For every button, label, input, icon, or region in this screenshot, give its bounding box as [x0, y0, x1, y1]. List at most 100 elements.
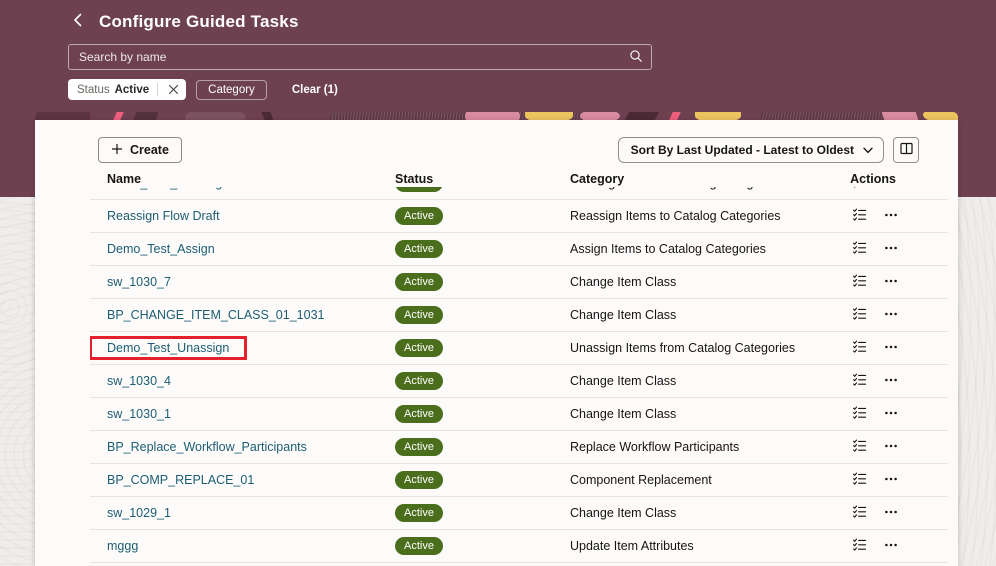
highlight-box: sw_1029_1: [90, 501, 189, 525]
checklist-button[interactable]: [852, 339, 867, 357]
search-input[interactable]: [69, 45, 621, 69]
category-cell: Change Item Class: [570, 374, 677, 388]
checklist-button[interactable]: [852, 207, 867, 225]
ellipsis-button[interactable]: [884, 472, 898, 489]
checklist-icon: [852, 306, 867, 324]
checklist-button[interactable]: [852, 504, 867, 522]
table-row: Demo_Test_Reassign Active Reassign Items…: [90, 187, 948, 200]
task-name-link[interactable]: mggg: [107, 539, 139, 553]
ellipsis-button[interactable]: [884, 187, 898, 192]
highlight-box: BP_COMP_REPLACE_01: [90, 468, 272, 492]
search-button[interactable]: [621, 45, 651, 69]
highlight-box: sw_1030_4: [90, 369, 189, 393]
category-chip-label: Category: [208, 83, 255, 96]
task-name-link[interactable]: sw_1030_7: [107, 275, 171, 289]
checklist-icon: [852, 240, 867, 258]
ellipsis-icon: [884, 274, 898, 291]
category-cell: Update Item Attributes: [570, 539, 694, 553]
checklist-button[interactable]: [852, 372, 867, 390]
task-name-link[interactable]: sw_1030_1: [107, 407, 171, 421]
chevron-down-icon: [863, 143, 873, 157]
task-name-link[interactable]: Reassign Flow Draft: [107, 209, 220, 223]
table-row: sw_1030_1 Active Change Item Class: [90, 398, 948, 431]
checklist-icon: [852, 537, 867, 555]
category-filter-chip[interactable]: Category: [196, 79, 267, 100]
ellipsis-button[interactable]: [884, 340, 898, 357]
chevron-left-icon: [72, 13, 83, 30]
sort-dropdown[interactable]: Sort By Last Updated - Latest to Oldest: [617, 137, 884, 163]
status-badge: Active: [395, 187, 443, 192]
table-row: sw_1030_4 Active Change Item Class: [90, 365, 948, 398]
category-cell: Unassign Items from Catalog Categories: [570, 341, 796, 355]
ellipsis-button[interactable]: [884, 505, 898, 522]
ellipsis-icon: [884, 538, 898, 555]
checklist-button[interactable]: [852, 187, 867, 192]
ellipsis-button[interactable]: [884, 538, 898, 555]
status-chip-label: Status: [77, 83, 110, 96]
table-row: BP_CHANGE_ITEM_CLASS_01_1031 Active Chan…: [90, 299, 948, 332]
task-name-link[interactable]: BP_CHANGE_ITEM_CLASS_01_1031: [107, 308, 325, 322]
category-cell: Change Item Class: [570, 407, 677, 421]
checklist-icon: [852, 372, 867, 390]
column-header-category: Category: [570, 172, 625, 186]
table-row: Demo_Test_Unassign Active Unassign Items…: [90, 332, 948, 365]
close-icon[interactable]: [166, 84, 181, 95]
task-name-link[interactable]: BP_COMP_REPLACE_01: [107, 473, 255, 487]
status-filter-chip[interactable]: Status Active: [68, 79, 187, 100]
task-name-link[interactable]: Demo_Test_Unassign: [107, 341, 230, 355]
app-header: Configure Guided Tasks: [70, 11, 299, 32]
category-cell: Reassign Items to Catalog Categories: [565, 187, 850, 190]
checklist-button[interactable]: [852, 240, 867, 258]
clear-filters-button[interactable]: Clear (1): [286, 83, 344, 97]
ellipsis-icon: [884, 373, 898, 390]
category-cell: Assign Items to Catalog Categories: [570, 242, 766, 256]
ellipsis-button[interactable]: [884, 307, 898, 324]
checklist-button[interactable]: [852, 405, 867, 423]
ellipsis-button[interactable]: [884, 241, 898, 258]
highlight-box: BP_Replace_Workflow_Participants: [90, 435, 325, 459]
checklist-icon: [852, 438, 867, 456]
checklist-icon: [852, 471, 867, 489]
checklist-button[interactable]: [852, 273, 867, 291]
ellipsis-button[interactable]: [884, 439, 898, 456]
ellipsis-icon: [884, 505, 898, 522]
ellipsis-button[interactable]: [884, 373, 898, 390]
task-name-link[interactable]: sw_1029_1: [107, 506, 171, 520]
checklist-button[interactable]: [852, 306, 867, 324]
manage-columns-button[interactable]: [893, 137, 919, 163]
status-badge: Active: [395, 306, 443, 324]
ellipsis-button[interactable]: [884, 406, 898, 423]
page-title: Configure Guided Tasks: [99, 11, 299, 31]
highlight-box: BP_CHANGE_ITEM_CLASS_01_1031: [90, 303, 342, 327]
table-row: sw_1030_7 Active Change Item Class: [90, 266, 948, 299]
checklist-button[interactable]: [852, 537, 867, 555]
filter-bar: Status Active Category Clear (1): [68, 79, 344, 100]
highlight-box: sw_1030_1: [90, 402, 189, 426]
checklist-button[interactable]: [852, 471, 867, 489]
ellipsis-icon: [884, 187, 898, 192]
create-button[interactable]: Create: [98, 137, 182, 163]
search-box: [68, 44, 652, 70]
ellipsis-button[interactable]: [884, 274, 898, 291]
status-badge: Active: [395, 372, 443, 390]
checklist-button[interactable]: [852, 438, 867, 456]
ellipsis-button[interactable]: [884, 208, 898, 225]
table-row: sw_1029_1 Active Change Item Class: [90, 497, 948, 530]
task-name-link[interactable]: Demo_Test_Assign: [107, 242, 215, 256]
table-header: Name Status Category Actions: [35, 171, 958, 187]
checklist-icon: [852, 405, 867, 423]
status-badge: Active: [395, 273, 443, 291]
back-button[interactable]: [70, 11, 85, 32]
decorative-banner: [35, 112, 958, 120]
category-cell: Reassign Items to Catalog Categories: [570, 209, 781, 223]
ellipsis-icon: [884, 439, 898, 456]
task-name-link[interactable]: BP_Replace_Workflow_Participants: [107, 440, 307, 454]
table-row: Reassign Flow Draft Active Reassign Item…: [90, 200, 948, 233]
task-name-link[interactable]: Demo_Test_Reassign: [107, 187, 229, 190]
checklist-icon: [852, 273, 867, 291]
category-cell: Component Replacement: [570, 473, 712, 487]
task-name-link[interactable]: sw_1030_4: [107, 374, 171, 388]
status-badge: Active: [395, 339, 443, 357]
status-badge: Active: [395, 207, 443, 225]
status-chip-value: Active: [114, 83, 150, 96]
